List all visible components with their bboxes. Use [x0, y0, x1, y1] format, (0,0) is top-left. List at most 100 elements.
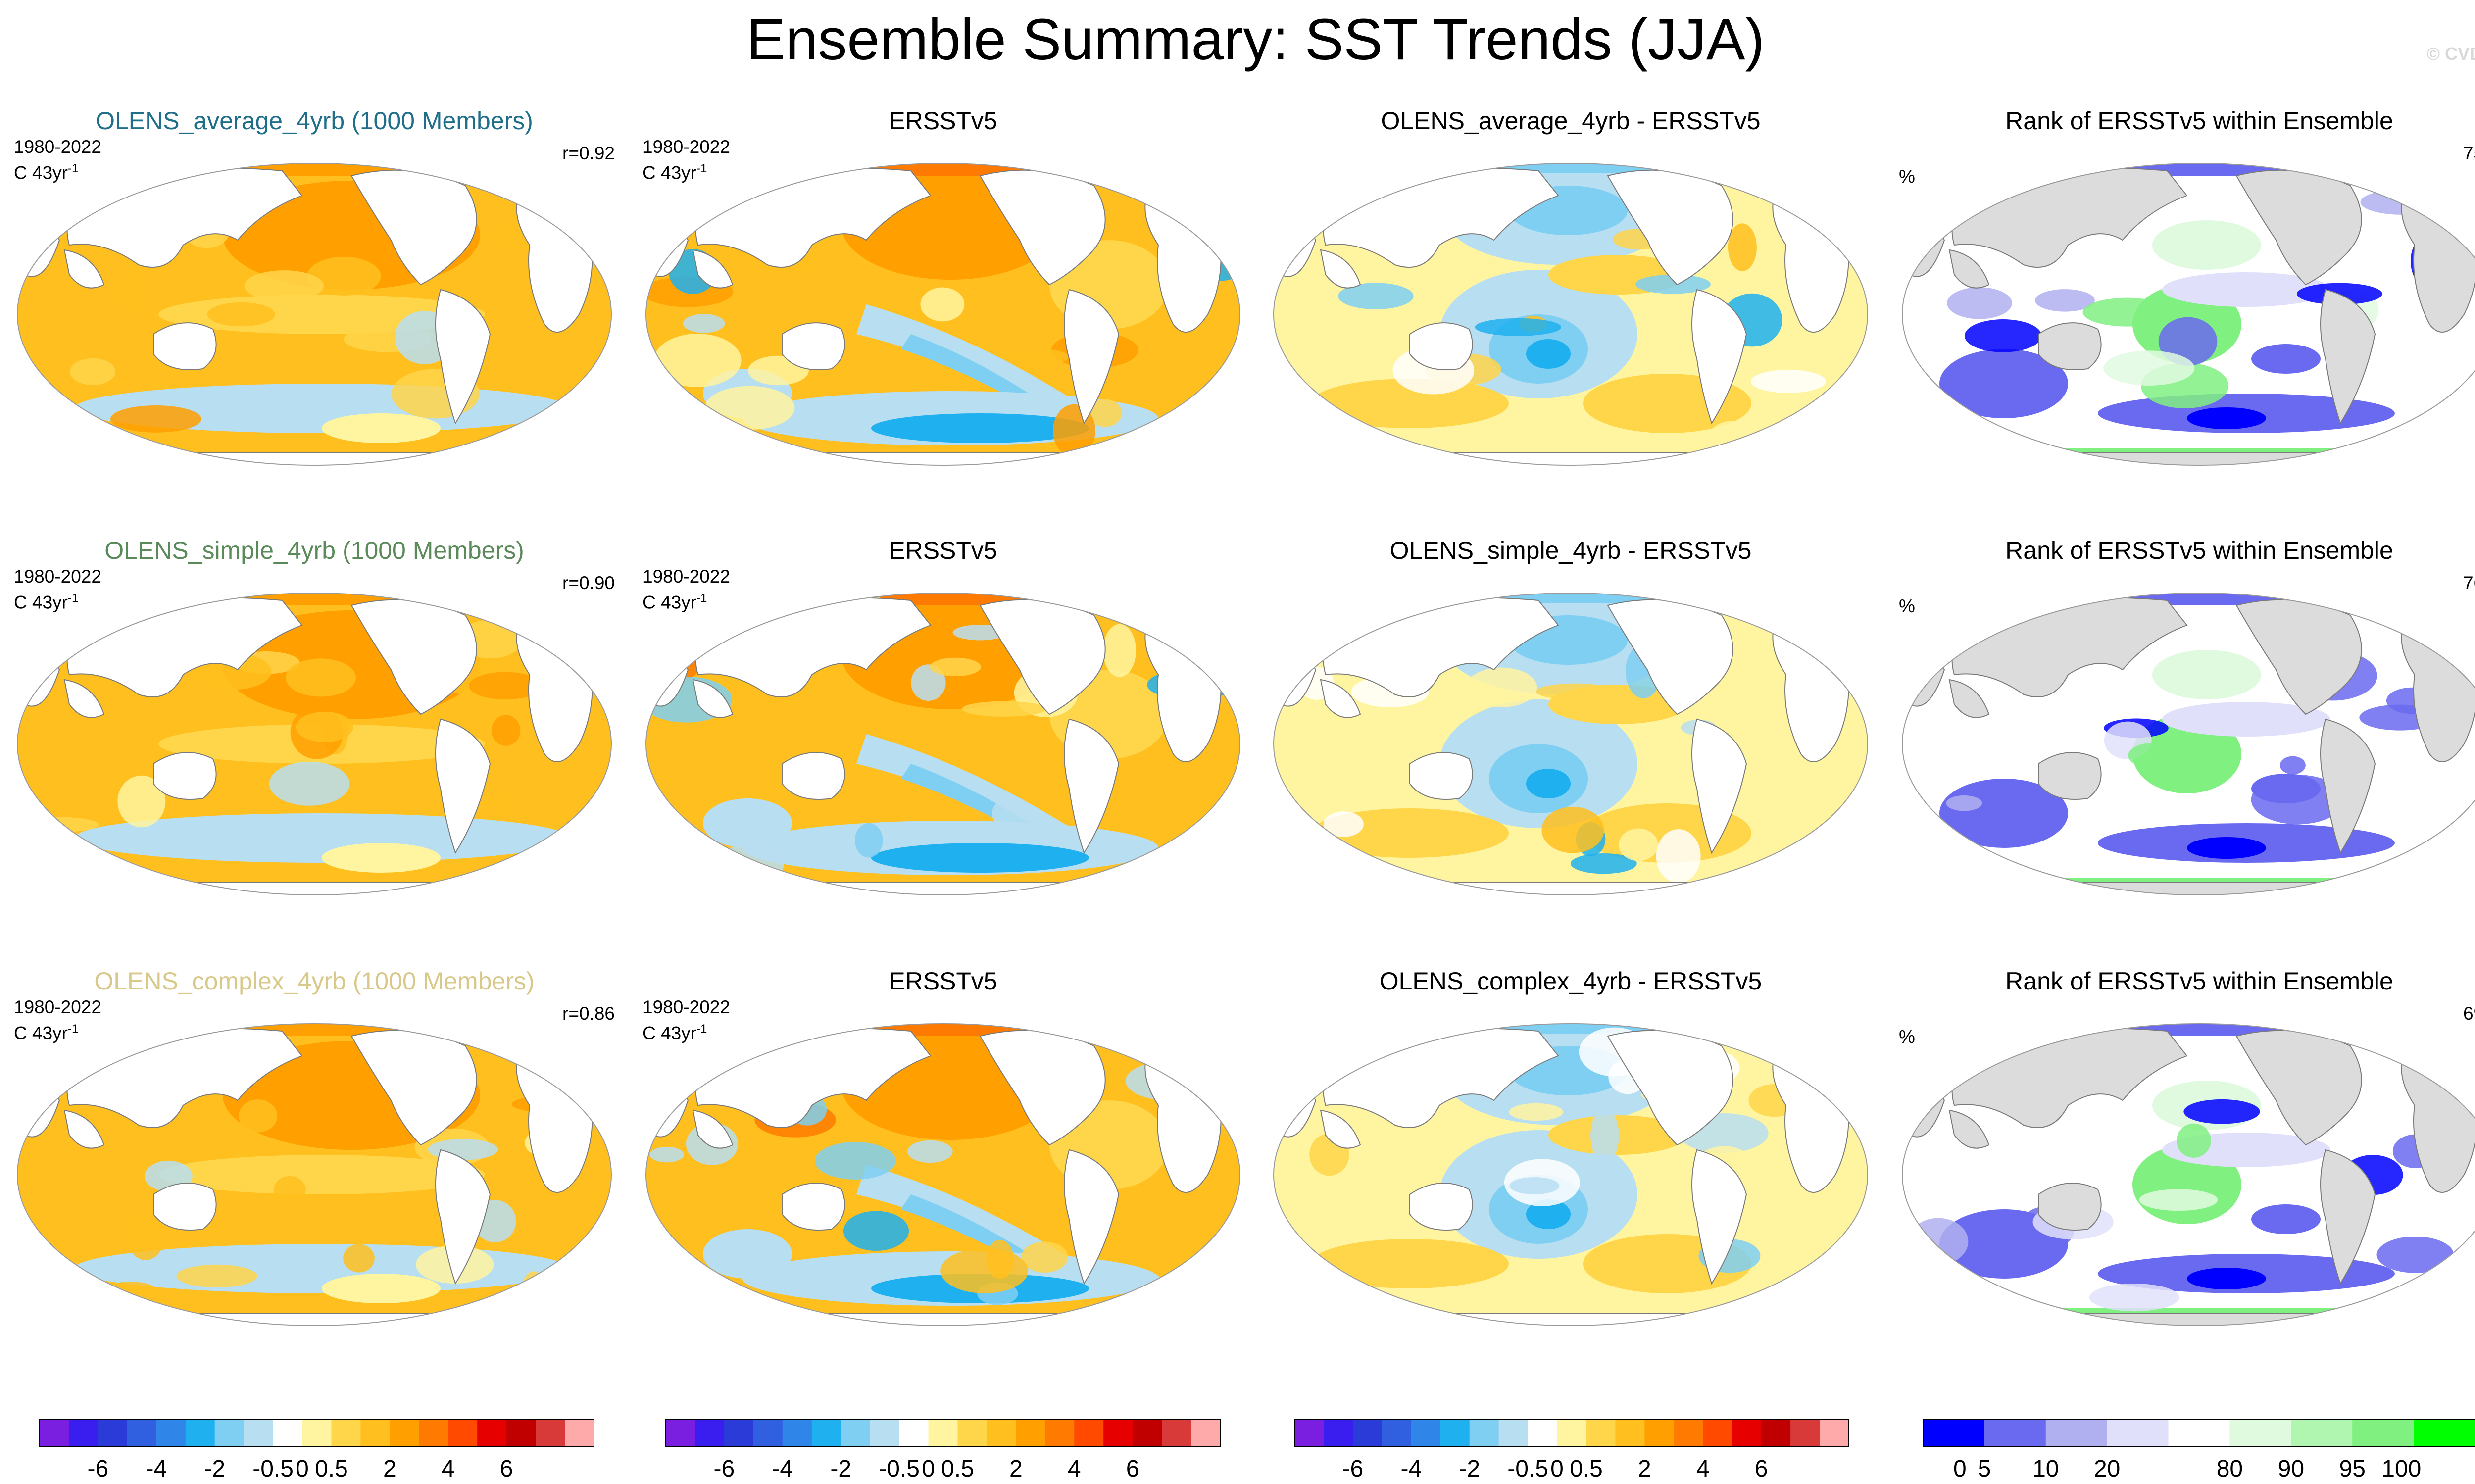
rank-colorbar-swatch	[2229, 1420, 2291, 1447]
trend-colorbar-3-tick-label: 2	[1638, 1456, 1651, 1482]
trend-colorbar-1-swatch	[40, 1420, 69, 1447]
trend-colorbar-2-swatch	[928, 1420, 958, 1447]
trend-colorbar-2-swatch	[724, 1420, 754, 1447]
trend-colorbar-1-swatch	[331, 1420, 361, 1447]
correlation-label: r=0.86	[562, 1003, 615, 1024]
trend-colorbar-1-swatch	[448, 1420, 478, 1447]
trend-colorbar-1-swatch	[273, 1420, 303, 1447]
trend-colorbar-1-tick-label: 2	[383, 1456, 396, 1482]
trend-colorbar-1-tick-label: 4	[442, 1456, 455, 1482]
units-label-sup: -1	[696, 1022, 707, 1036]
units-label-sup: -1	[67, 1022, 79, 1036]
trend-colorbar-2-tick-label: -4	[772, 1456, 793, 1482]
panel-obs-row1: ERSSTv5 1980-2022 C 43yr-1	[634, 106, 1252, 537]
trend-colorbar-1-swatch	[244, 1420, 274, 1447]
panel-diff-row2: OLENS_simple_4yrb - ERSSTv5	[1261, 536, 1880, 967]
trend-colorbar-1-swatch	[156, 1420, 186, 1447]
units-label-prefix: C 43yr	[14, 1023, 68, 1043]
panel-rank-row2: Rank of ERSSTv5 within Ensemble% 76%	[1890, 536, 2475, 967]
rank-title: Rank of ERSSTv5 within Ensemble	[2005, 107, 2393, 135]
trend-colorbar-3-tick-label: 4	[1696, 1456, 1710, 1482]
map-diff-row3	[1273, 1023, 1868, 1326]
units-label-prefix: C 43yr	[643, 592, 696, 613]
panel-diff-row1: OLENS_average_4yrb - ERSSTv5	[1261, 106, 1880, 537]
rank-colorbar-swatch	[2291, 1420, 2353, 1447]
units-label-prefix: C 43yr	[643, 1023, 696, 1043]
trend-colorbar-2-swatch	[957, 1420, 987, 1447]
trend-colorbar-1-tick-label: -2	[204, 1456, 225, 1482]
trend-colorbar-3-swatch	[1586, 1420, 1616, 1447]
trend-colorbar-3-tick-label: -0.5	[1507, 1456, 1548, 1482]
trend-colorbar-3-swatch	[1644, 1420, 1674, 1447]
trend-colorbar-3-swatch	[1790, 1420, 1820, 1447]
trend-colorbar-3-tick-label: 0.5	[1570, 1456, 1603, 1482]
trend-colorbar-3-swatch	[1382, 1420, 1412, 1447]
map-obs-row1	[645, 163, 1240, 466]
rank-colorbar-swatch	[2107, 1420, 2169, 1447]
diff-title: OLENS_average_4yrb - ERSSTv5	[1381, 107, 1761, 135]
trend-colorbar-1-swatch	[565, 1420, 594, 1447]
units-label-prefix: C 43yr	[643, 162, 696, 183]
trend-colorbar-1-tick-label: -0.5	[252, 1456, 294, 1482]
trend-colorbar-1-swatch	[536, 1420, 565, 1447]
trend-colorbar-2-tick-label: -0.5	[879, 1456, 920, 1482]
trend-colorbar-1: -6 -4 -2 -0.5 0 0.5 2 4 6	[39, 1419, 594, 1482]
correlation-label: r=0.92	[562, 143, 615, 163]
trend-colorbar-1-swatch	[98, 1420, 128, 1447]
rank-percent-label: 69%	[2463, 1003, 2475, 1024]
model-title: OLENS_simple_4yrb (1000 Members)	[104, 537, 524, 564]
trend-colorbar-3-swatch	[1469, 1420, 1499, 1447]
units-label-sup: -1	[696, 162, 707, 175]
trend-colorbar-2-swatch	[899, 1420, 929, 1447]
trend-colorbar-2-tick-label: 0.5	[941, 1456, 974, 1482]
trend-colorbar-3: -6 -4 -2 -0.5 0 0.5 2 4 6	[1294, 1419, 1849, 1482]
rank-colorbar-swatch	[1923, 1420, 1985, 1447]
panel-diff-row3: OLENS_complex_4yrb - ERSSTv5	[1261, 967, 1880, 1397]
trend-colorbar-1-tick-label: -4	[146, 1456, 167, 1482]
trend-colorbar-2-swatch	[1103, 1420, 1133, 1447]
trend-colorbar-2-swatch	[870, 1420, 900, 1447]
map-obs-row2	[645, 593, 1240, 895]
map-rank-row3	[1902, 1023, 2475, 1326]
trend-colorbar-1-swatch	[360, 1420, 390, 1447]
period-label: 1980-2022	[14, 566, 101, 587]
panel-rank-row3: Rank of ERSSTv5 within Ensemble% 69%	[1890, 967, 2475, 1397]
rank-colorbar: 0 5 10 20 80 90 95 100	[1923, 1419, 2475, 1482]
trend-colorbar-1-tick-label: -6	[88, 1456, 109, 1482]
trend-colorbar-2-swatch	[1191, 1420, 1221, 1447]
trend-colorbar-3-swatch	[1323, 1420, 1353, 1447]
rank-title: Rank of ERSSTv5 within Ensemble	[2005, 537, 2393, 564]
trend-colorbar-3-tick-label: -6	[1342, 1456, 1364, 1482]
rank-unit-label: %	[1899, 596, 1915, 616]
period-label: 1980-2022	[14, 137, 101, 157]
units-label-sup: -1	[67, 162, 79, 175]
trend-colorbar-3-swatch	[1732, 1420, 1762, 1447]
period-units-label: 1980-2022 C 43yr-1	[643, 136, 730, 184]
panel-model-row1: OLENS_average_4yrb (1000 Members) 1980-20…	[5, 106, 624, 537]
trend-colorbar-2: -6 -4 -2 -0.5 0 0.5 2 4 6	[665, 1419, 1221, 1482]
map-diff-row1	[1273, 163, 1868, 466]
rank-colorbar-swatch	[2045, 1420, 2108, 1447]
trend-colorbar-3-swatch	[1440, 1420, 1470, 1447]
map-model-row1	[17, 163, 612, 466]
trend-colorbar-2-swatch	[811, 1420, 842, 1447]
trend-colorbar-2-swatch	[841, 1420, 871, 1447]
watermark: © CVDP	[2426, 44, 2475, 64]
trend-colorbar-1-swatch	[506, 1420, 536, 1447]
trend-colorbar-3-swatch	[1294, 1420, 1324, 1447]
units-label: C 43yr-1	[14, 588, 101, 613]
obs-title: ERSSTv5	[889, 967, 997, 995]
trend-colorbar-1-tick-label: 0.5	[315, 1456, 348, 1482]
map-model-row2	[17, 593, 612, 895]
trend-colorbar-2-swatch	[694, 1420, 725, 1447]
units-label-sup: -1	[67, 592, 79, 605]
rank-colorbar-tick-label: 5	[1978, 1456, 1991, 1482]
trend-colorbar-3-swatch	[1528, 1420, 1558, 1447]
figure-title: Ensemble Summary: SST Trends (JJA)	[746, 7, 1765, 72]
trend-colorbar-2-tick-label: 2	[1009, 1456, 1023, 1482]
rank-title: Rank of ERSSTv5 within Ensemble	[2005, 967, 2393, 995]
period-units-label: 1980-2022 C 43yr-1	[643, 566, 730, 613]
trend-colorbar-2-swatch	[1016, 1420, 1045, 1447]
trend-colorbar-3-swatch	[1352, 1420, 1383, 1447]
diff-title: OLENS_complex_4yrb - ERSSTv5	[1379, 967, 1762, 995]
